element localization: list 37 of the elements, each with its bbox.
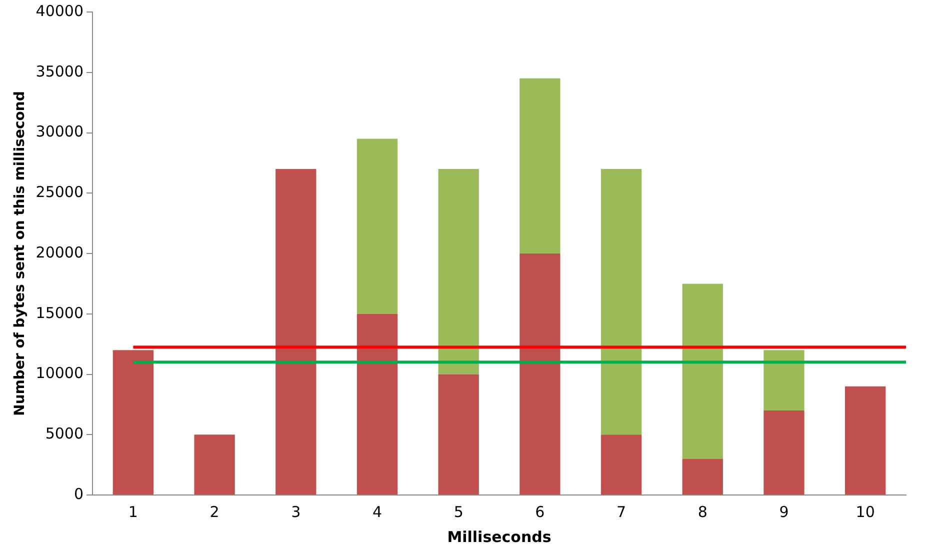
y-tick-label: 25000 (36, 183, 84, 202)
bar (438, 374, 479, 494)
bar (520, 254, 560, 494)
y-tick-label: 30000 (36, 122, 84, 141)
x-tick-label: 2 (210, 502, 220, 521)
y-tick-label: 40000 (36, 2, 84, 20)
bar (682, 284, 723, 459)
y-tick-label: 5000 (45, 424, 84, 443)
y-tick-label: 10000 (36, 364, 84, 382)
bar (764, 410, 804, 494)
y-tick-label: 15000 (36, 304, 84, 322)
bar (356, 314, 398, 494)
bar (194, 434, 235, 494)
x-tick-label: 9 (779, 502, 789, 521)
y-tick-label: 0 (74, 484, 84, 503)
x-tick-label: 7 (616, 502, 626, 521)
bar (276, 168, 316, 494)
x-tick-label: 1 (128, 502, 138, 521)
bar (438, 168, 479, 374)
x-axis-title: Milliseconds (447, 528, 552, 546)
y-tick-label: 35000 (36, 62, 84, 80)
bar (682, 458, 723, 494)
bar (844, 386, 886, 494)
bar (112, 350, 154, 494)
x-tick-label: 6 (535, 502, 545, 521)
y-axis-title: Number of bytes sent on this millisecond (12, 91, 28, 416)
bar (356, 138, 398, 314)
x-tick-label: 10 (856, 502, 875, 521)
y-tick-label: 20000 (36, 243, 84, 262)
x-tick-label: 5 (454, 502, 464, 521)
x-tick-label: 3 (291, 502, 301, 521)
x-tick-label: 8 (698, 502, 708, 521)
bar (600, 434, 642, 494)
bar (764, 350, 804, 410)
bar (600, 168, 642, 435)
x-tick-label: 4 (372, 502, 382, 521)
bar (520, 78, 560, 254)
